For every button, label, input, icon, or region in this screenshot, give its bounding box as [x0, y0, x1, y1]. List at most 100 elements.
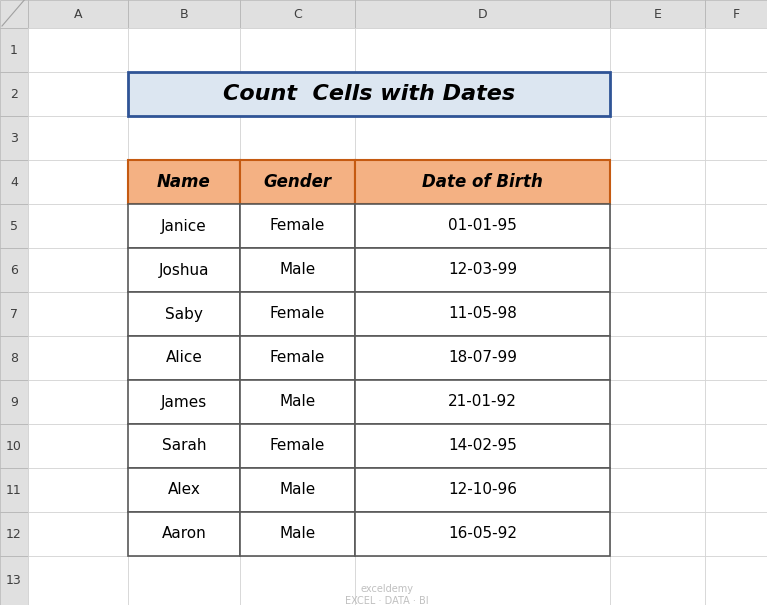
Text: 4: 4	[10, 175, 18, 189]
Text: 11-05-98: 11-05-98	[448, 307, 517, 321]
Bar	[128, 160, 240, 204]
Bar	[240, 72, 355, 116]
Text: 12-10-96: 12-10-96	[448, 483, 517, 497]
Text: 12: 12	[6, 528, 22, 540]
Bar	[240, 248, 355, 292]
Bar	[705, 556, 767, 605]
Bar	[240, 380, 355, 424]
Bar	[705, 204, 767, 248]
Bar	[128, 116, 240, 160]
Text: 12-03-99: 12-03-99	[448, 263, 517, 278]
Bar	[128, 28, 240, 72]
Text: Alex: Alex	[167, 483, 200, 497]
Bar	[355, 468, 610, 512]
Bar	[355, 380, 610, 424]
Bar	[355, 204, 610, 248]
Bar	[610, 424, 705, 468]
Text: Female: Female	[270, 307, 325, 321]
Bar	[128, 336, 240, 380]
Text: 1: 1	[10, 44, 18, 56]
Bar	[355, 292, 610, 336]
Bar	[355, 292, 610, 336]
Bar	[128, 204, 240, 248]
Text: Male: Male	[279, 394, 316, 410]
Bar	[128, 424, 240, 468]
Bar	[240, 468, 355, 512]
Bar	[610, 248, 705, 292]
Bar	[240, 28, 355, 72]
Bar	[705, 336, 767, 380]
Bar	[355, 512, 610, 556]
Bar	[240, 336, 355, 380]
Bar	[240, 468, 355, 512]
Bar	[240, 512, 355, 556]
Text: 5: 5	[10, 220, 18, 232]
Text: 18-07-99: 18-07-99	[448, 350, 517, 365]
Bar	[0, 512, 28, 556]
Text: Male: Male	[279, 263, 316, 278]
Bar	[0, 424, 28, 468]
Bar	[128, 292, 240, 336]
Text: Saby: Saby	[165, 307, 203, 321]
Bar	[355, 0, 610, 28]
Bar	[705, 0, 767, 28]
Bar	[28, 28, 128, 72]
Text: A: A	[74, 7, 82, 21]
Text: Alice: Alice	[166, 350, 202, 365]
Bar	[240, 160, 355, 204]
Bar	[355, 28, 610, 72]
Bar	[0, 468, 28, 512]
Text: Date of Birth: Date of Birth	[422, 173, 543, 191]
Bar	[0, 0, 28, 28]
Bar	[128, 336, 240, 380]
Bar	[128, 160, 240, 204]
Bar	[0, 556, 28, 605]
Bar	[705, 512, 767, 556]
Text: 10: 10	[6, 439, 22, 453]
Text: exceldemy
EXCEL · DATA · BI: exceldemy EXCEL · DATA · BI	[345, 584, 429, 605]
Bar	[355, 116, 610, 160]
Bar	[610, 380, 705, 424]
Bar	[705, 380, 767, 424]
Text: Janice: Janice	[161, 218, 207, 234]
Bar	[128, 0, 240, 28]
Bar	[0, 292, 28, 336]
Bar	[128, 380, 240, 424]
Text: Name: Name	[157, 173, 211, 191]
Bar	[240, 204, 355, 248]
Bar	[355, 424, 610, 468]
Bar	[28, 0, 128, 28]
Text: 9: 9	[10, 396, 18, 408]
Bar	[28, 116, 128, 160]
Text: Female: Female	[270, 350, 325, 365]
Text: F: F	[732, 7, 739, 21]
Bar	[355, 424, 610, 468]
Bar	[0, 28, 28, 72]
Bar	[128, 512, 240, 556]
Bar	[355, 160, 610, 204]
Text: 6: 6	[10, 264, 18, 276]
Bar	[240, 116, 355, 160]
Bar	[705, 248, 767, 292]
Bar	[355, 248, 610, 292]
Bar	[240, 292, 355, 336]
Bar	[240, 248, 355, 292]
Text: Female: Female	[270, 218, 325, 234]
Bar	[28, 160, 128, 204]
Bar	[240, 0, 355, 28]
Text: Male: Male	[279, 483, 316, 497]
Bar	[355, 556, 610, 605]
Bar	[128, 292, 240, 336]
Text: 7: 7	[10, 307, 18, 321]
Bar	[610, 116, 705, 160]
Bar	[128, 204, 240, 248]
Bar	[355, 160, 610, 204]
Bar	[240, 380, 355, 424]
Bar	[128, 72, 610, 116]
Bar	[705, 292, 767, 336]
Text: D: D	[478, 7, 487, 21]
Bar	[128, 556, 240, 605]
Bar	[610, 556, 705, 605]
Bar	[128, 248, 240, 292]
Text: 2: 2	[10, 88, 18, 100]
